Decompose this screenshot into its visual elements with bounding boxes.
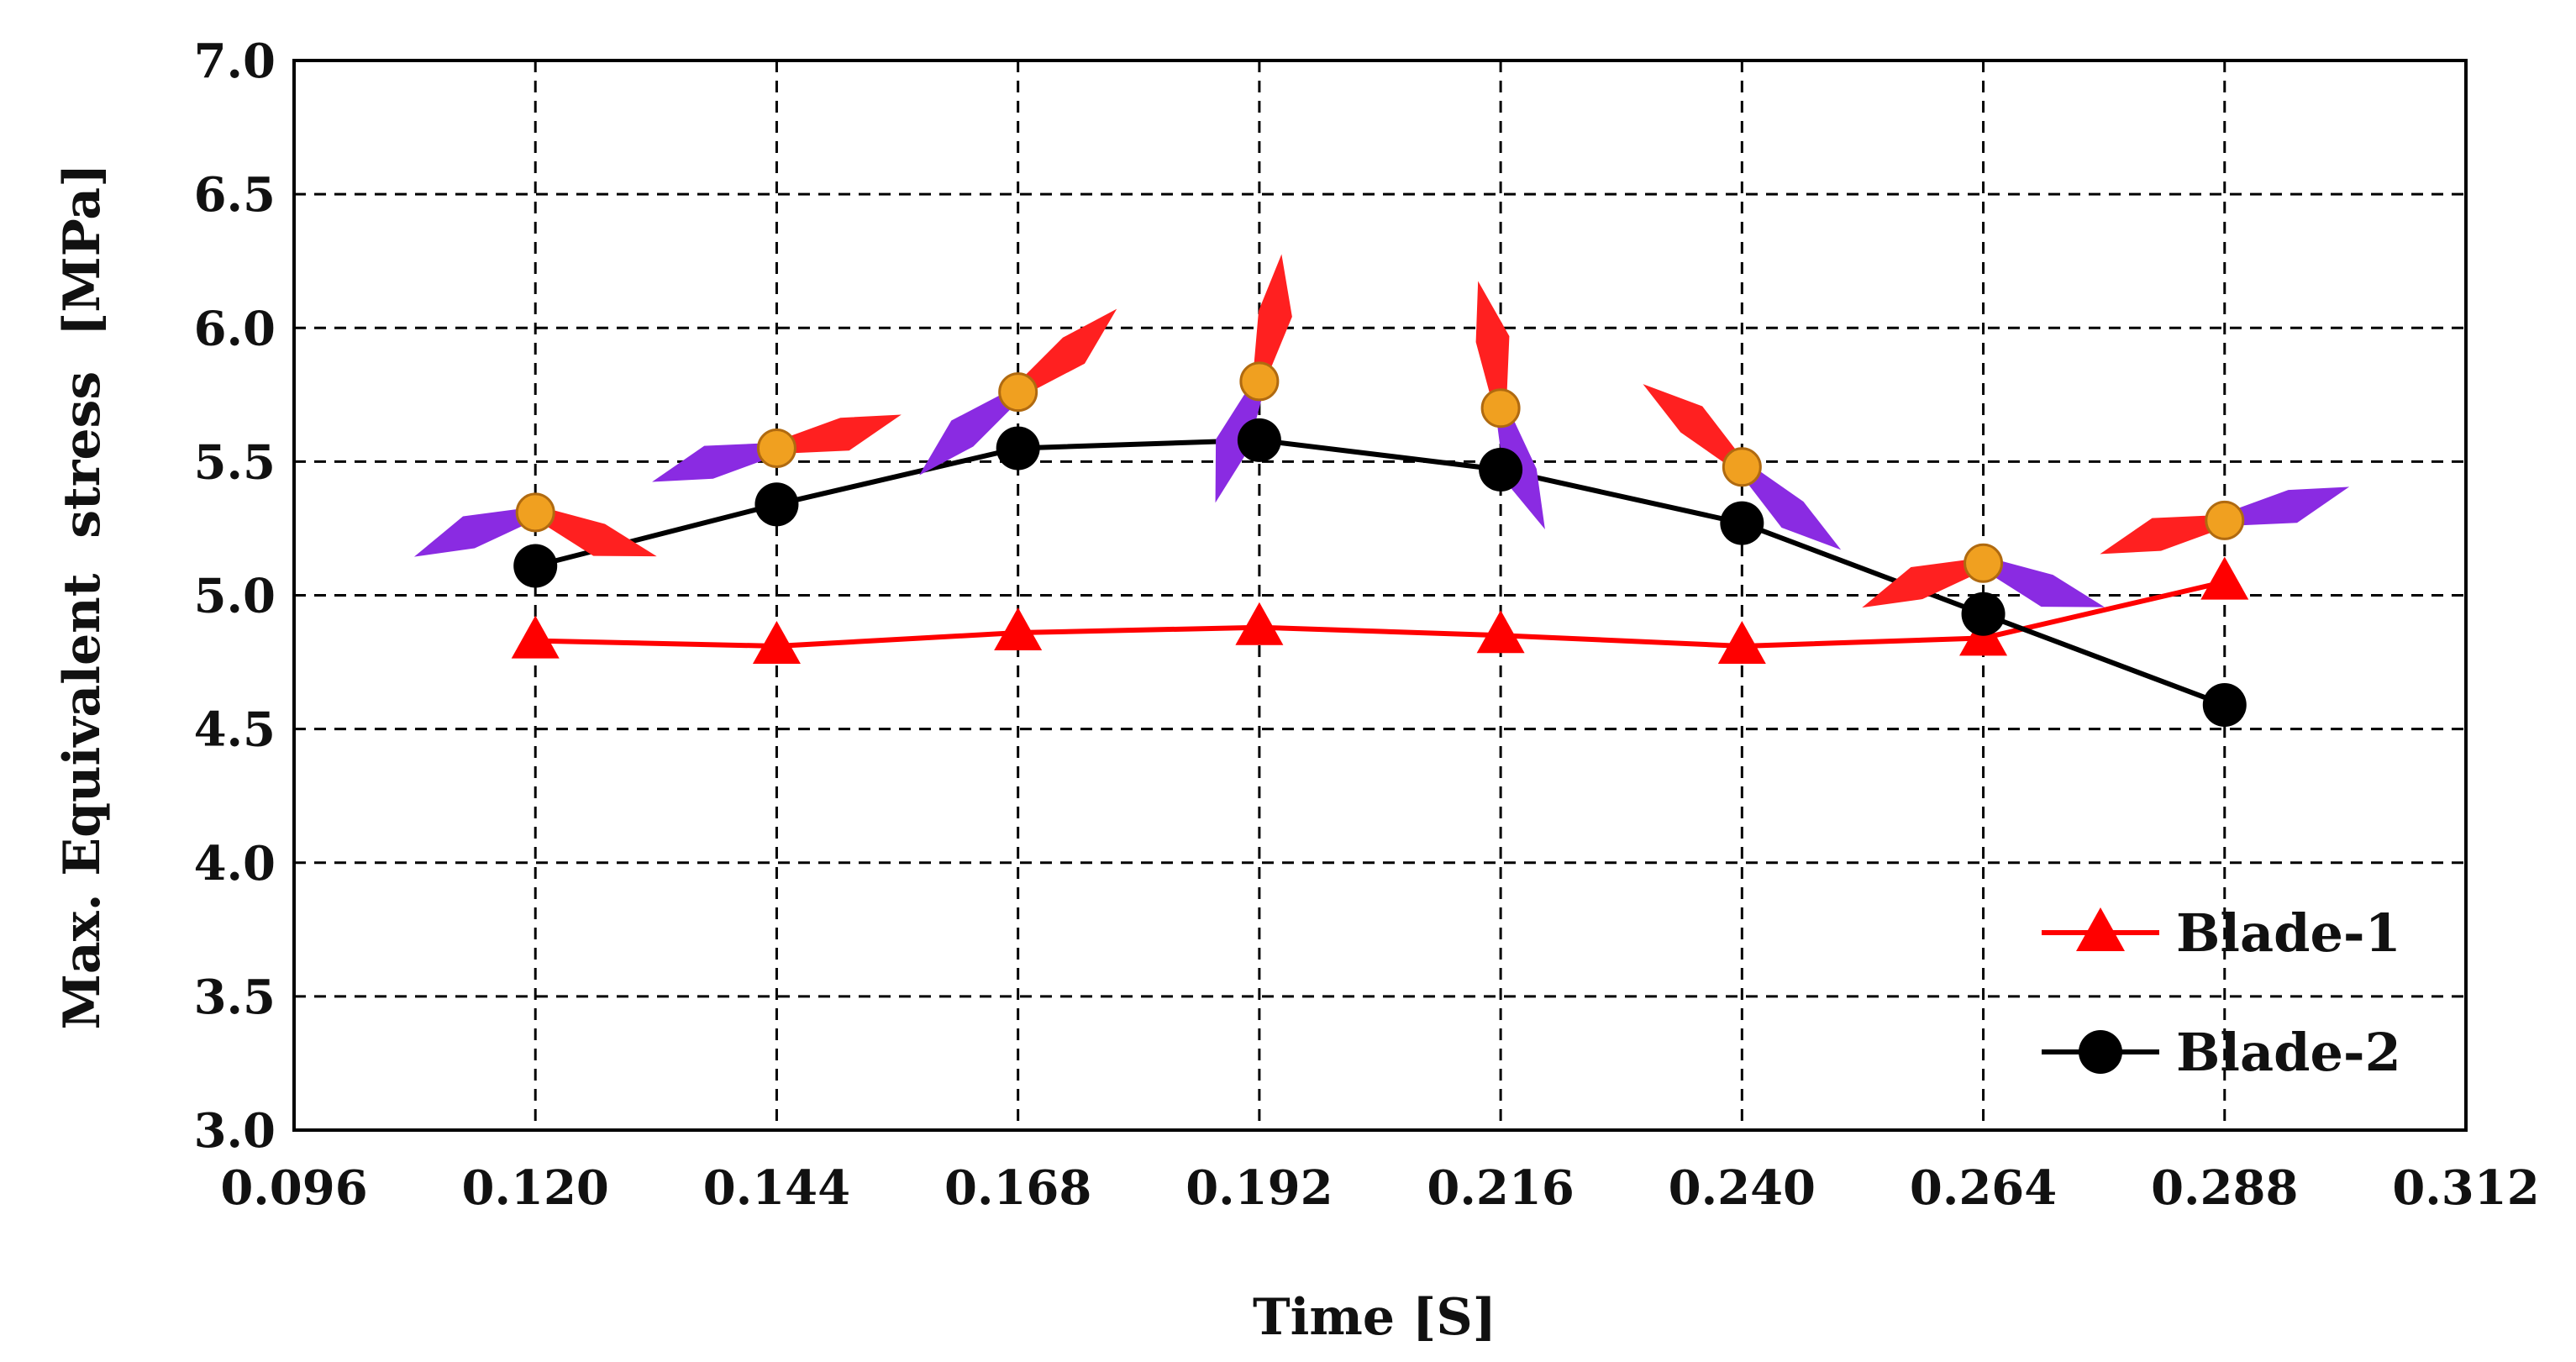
y-tick-label: 6.5 — [194, 167, 276, 223]
series-markers — [511, 418, 2249, 727]
blade-1-icon — [2100, 515, 2220, 555]
y-tick-label: 5.0 — [194, 569, 276, 624]
x-tick-label: 0.312 — [2392, 1160, 2539, 1216]
series-line-blade-2 — [534, 437, 2226, 707]
hub-icon — [515, 492, 555, 533]
x-tick-label: 0.216 — [1427, 1160, 1574, 1216]
data-point-blade-1 — [752, 620, 801, 664]
data-point-blade-2 — [1720, 501, 1764, 545]
y-tick-label: 7.0 — [194, 34, 276, 89]
series-layer — [534, 437, 2226, 707]
data-point-blade-2 — [1479, 447, 1523, 492]
y-tick-label: 3.5 — [194, 970, 276, 1025]
data-point-blade-2 — [513, 544, 558, 588]
x-tick-label: 0.264 — [1910, 1160, 2057, 1216]
x-tick-label: 0.120 — [462, 1160, 609, 1216]
y-axis-title: Max. Equivalent stress [MPa] — [53, 164, 112, 1030]
data-point-blade-2 — [996, 426, 1040, 471]
x-axis-title: Time [S] — [1253, 1288, 1496, 1347]
rotor-icon — [1643, 384, 1842, 550]
blade-2-icon — [1988, 559, 2105, 607]
rotor-icons — [413, 254, 2350, 608]
hub-icon — [1722, 447, 1762, 487]
blade-2-icon — [413, 507, 531, 557]
blade-1-icon — [1862, 559, 1979, 608]
y-tick-label: 4.5 — [194, 702, 276, 758]
data-point-blade-1 — [994, 607, 1043, 651]
blade-1-icon — [781, 414, 902, 454]
rotor-icon — [413, 492, 657, 557]
hub-icon — [998, 372, 1038, 413]
data-point-blade-1 — [2200, 556, 2249, 600]
x-tick-label: 0.168 — [944, 1160, 1091, 1216]
blade-2-icon — [652, 443, 772, 482]
blade-2-icon — [2230, 486, 2350, 526]
x-tick-label: 0.240 — [1669, 1160, 1816, 1216]
hub-icon — [1480, 388, 1521, 429]
legend-marker-blade-2 — [2079, 1030, 2122, 1074]
rotor-icon — [919, 308, 1117, 476]
plot-area-frame — [292, 59, 2468, 1132]
data-point-blade-1 — [1235, 602, 1284, 645]
rotor-icon — [1475, 281, 1545, 530]
y-tick-labels: 3.0 3.5 4.0 4.5 5.0 5.5 6.0 6.5 7.0 — [194, 34, 276, 1159]
data-point-blade-2 — [754, 482, 799, 527]
data-point-blade-1 — [511, 615, 560, 659]
legend-marker-blade-1 — [2076, 907, 2125, 951]
x-tick-labels: 0.096 0.120 0.144 0.168 0.192 0.216 0.240 0.264… — [220, 1160, 2539, 1216]
rotor-icon — [652, 414, 902, 482]
hub-icon — [1964, 543, 2004, 583]
y-tick-label: 4.0 — [194, 836, 276, 891]
data-point-blade-1 — [1717, 620, 1766, 664]
legend-label-blade-2: Blade-2 — [2176, 1022, 2401, 1083]
x-tick-label: 0.096 — [220, 1160, 367, 1216]
series-line-blade-1 — [535, 579, 2226, 649]
blade-1-icon — [1475, 281, 1510, 402]
data-point-blade-2 — [2202, 682, 2247, 727]
hub-icon — [2205, 500, 2245, 540]
y-tick-label: 5.5 — [194, 434, 276, 490]
blade-1-icon — [539, 507, 657, 557]
rotor-icon — [2100, 486, 2350, 555]
x-tick-label: 0.144 — [703, 1160, 850, 1216]
hub-icon — [1239, 361, 1280, 402]
data-point-blade-2 — [1237, 418, 1281, 462]
y-tick-label: 3.0 — [194, 1103, 276, 1159]
x-tick-label: 0.192 — [1185, 1160, 1333, 1216]
blade-1-icon — [1018, 308, 1117, 393]
grid-lines — [294, 60, 2466, 1130]
data-point-blade-1 — [1476, 610, 1525, 654]
y-tick-label: 6.0 — [194, 301, 276, 356]
hub-icon — [756, 428, 796, 468]
data-point-blade-2 — [1961, 592, 2006, 636]
blade-1-icon — [1253, 254, 1292, 376]
legend: Blade-1 Blade-2 — [2042, 902, 2401, 1083]
rotor-icon — [1862, 543, 2105, 608]
legend-label-blade-1: Blade-1 — [2176, 902, 2401, 964]
blade-1-icon — [1643, 384, 1742, 468]
rotor-icon — [1215, 254, 1292, 503]
x-tick-label: 0.288 — [2151, 1160, 2298, 1216]
